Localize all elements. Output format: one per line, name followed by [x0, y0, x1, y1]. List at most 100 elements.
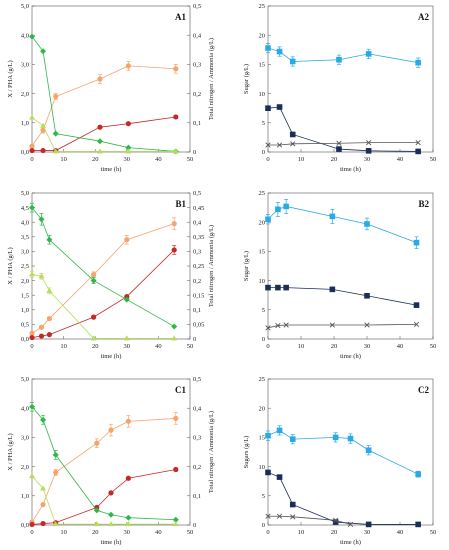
y-axis-label: X / PHA (g/L) [7, 433, 14, 470]
data-point [276, 474, 283, 480]
data-point [96, 148, 103, 154]
data-point [29, 403, 35, 410]
series-1 [265, 425, 421, 478]
data-point [93, 521, 100, 527]
data-point [29, 143, 35, 149]
data-point [52, 130, 59, 137]
y-tick-label: 2,0 [21, 91, 29, 98]
data-point [125, 514, 132, 521]
y-tick-label: 5 [262, 307, 265, 314]
data-point [91, 314, 97, 320]
panel-c2: 0 10 20 30 40 50 0 5 10 15 20 25 time (h) Sugars (g/L… [243, 376, 436, 546]
data-point [283, 203, 289, 210]
data-point [415, 471, 421, 477]
x-tick-label: 20 [331, 156, 338, 163]
series-1 [29, 61, 179, 149]
data-point [276, 142, 283, 148]
x-tick-label: 10 [298, 343, 305, 350]
data-point [40, 122, 47, 128]
series-1 [29, 217, 177, 336]
x-tick-label: 30 [124, 343, 131, 350]
y-tick-label: 20 [259, 405, 266, 412]
x-axis-label: time (h) [101, 166, 122, 173]
x-tick-label: 10 [60, 156, 67, 163]
data-point [29, 472, 35, 478]
x-tick-label: 30 [364, 343, 371, 350]
series-3 [265, 321, 420, 331]
data-point [125, 148, 132, 154]
x-tick-label: 10 [60, 529, 67, 536]
x-tick-label: 50 [187, 343, 194, 350]
data-point [265, 216, 271, 223]
data-point [97, 76, 103, 82]
series-3 [265, 513, 354, 528]
panel-label: A2 [418, 12, 429, 22]
x-tick-label: 50 [430, 529, 437, 536]
series-line [31, 207, 175, 327]
data-point [265, 325, 271, 331]
y2-tick-label: 0,1 [193, 120, 201, 127]
y-tick-label: 15 [259, 62, 266, 69]
y-tick-label: 5 [262, 120, 265, 127]
data-point [364, 292, 370, 299]
data-point [46, 315, 52, 322]
series-line [267, 206, 417, 244]
y2-axis-label: Total nitrogen / Ammonia (g/L) [208, 38, 215, 120]
data-point [336, 140, 342, 146]
data-point [365, 148, 372, 154]
data-point [329, 322, 335, 328]
data-point [173, 66, 179, 72]
x-tick-label: 0 [266, 156, 269, 163]
y2-tick-label: 0,1 [193, 307, 201, 314]
data-point [40, 520, 46, 527]
data-point [364, 322, 370, 328]
series-3 [29, 33, 179, 155]
data-point [347, 435, 354, 442]
series-4 [29, 114, 179, 154]
x-tick-label: 50 [430, 156, 437, 163]
x-tick-label: 0 [30, 156, 33, 163]
x-axis-label: time (h) [101, 353, 122, 360]
series-2 [29, 114, 179, 154]
y-tick-label: 1,5 [21, 292, 29, 299]
data-point [265, 469, 271, 476]
y2-tick-label: 0,2 [193, 464, 201, 471]
y-tick-label: 5,0 [21, 190, 29, 197]
data-point [40, 416, 47, 423]
data-point [336, 146, 342, 152]
x-axis-label: time (h) [340, 539, 361, 546]
y-tick-label: 15 [259, 435, 266, 442]
x-tick-label: 40 [155, 529, 162, 536]
x-tick-label: 20 [92, 343, 99, 350]
y-axis-label: X / PHA (g/L) [7, 60, 14, 97]
y-tick-label: 0,0 [21, 149, 29, 156]
data-point [123, 335, 130, 341]
y-axis-label: X / PHA (g/L) [7, 247, 14, 284]
y2-tick-label: 0,45 [193, 205, 204, 212]
data-point [96, 138, 103, 145]
data-point [46, 332, 52, 338]
y2-tick-label: 0 [193, 149, 196, 156]
panel-b2: 0 10 20 30 40 50 0 5 10 15 20 25 time (h) Sugar (g/L)… [243, 190, 436, 360]
data-point [40, 147, 46, 154]
y-tick-label: 0 [262, 522, 265, 529]
data-point [289, 436, 296, 442]
series-line [31, 273, 175, 339]
y-tick-label: 3,5 [21, 234, 29, 241]
data-point [171, 335, 178, 341]
data-point [173, 466, 179, 473]
data-point [53, 93, 59, 100]
data-point [275, 206, 281, 213]
data-point [40, 48, 47, 55]
data-point [38, 324, 45, 330]
x-tick-label: 20 [92, 156, 99, 163]
data-point [413, 302, 420, 308]
y-tick-label: 15 [259, 249, 266, 256]
x-tick-label: 10 [298, 529, 305, 536]
data-point [125, 521, 132, 527]
x-tick-label: 40 [397, 343, 404, 350]
data-point [29, 521, 35, 528]
data-point [38, 333, 45, 339]
data-point [123, 296, 130, 303]
data-point [173, 415, 179, 422]
